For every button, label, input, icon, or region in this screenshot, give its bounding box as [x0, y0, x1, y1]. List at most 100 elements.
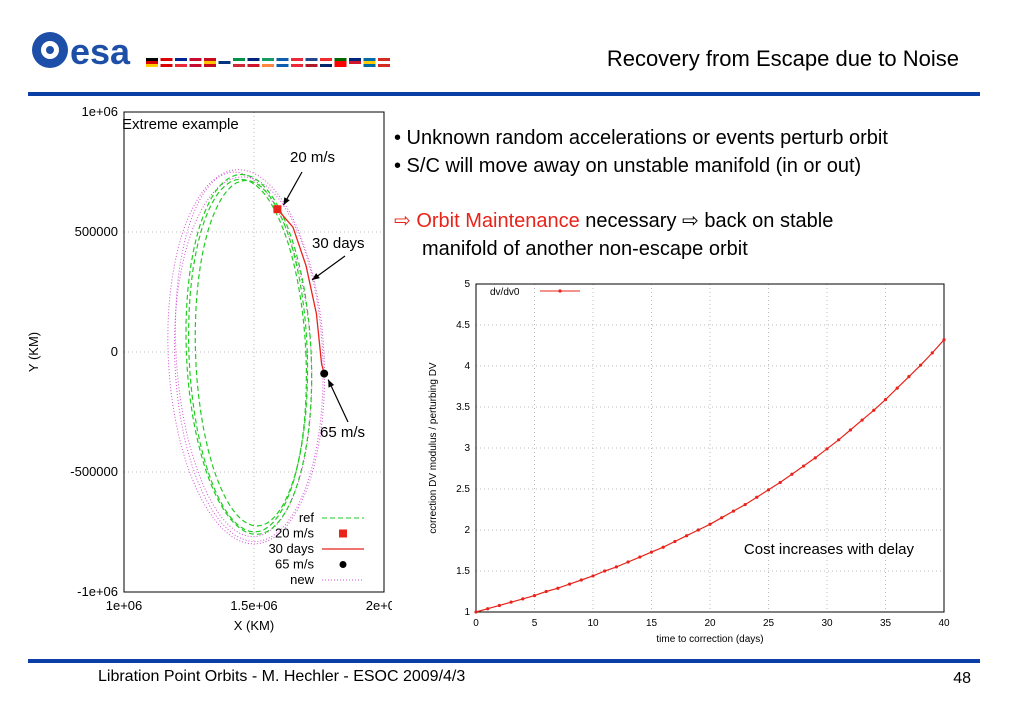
- arrowhead-icon: [283, 197, 290, 206]
- flag-icon: [320, 58, 332, 61]
- chart-corner-label: Extreme example: [122, 116, 239, 133]
- data-point: [919, 363, 923, 367]
- data-point: [813, 456, 817, 460]
- data-point: [591, 574, 595, 578]
- x-tick-label: 10: [587, 618, 599, 629]
- flag-icon: [349, 58, 361, 61]
- annotation-label: 65 m/s: [320, 424, 365, 441]
- data-point: [661, 545, 665, 549]
- data-point: [638, 555, 642, 559]
- series-30-days-line: [276, 208, 325, 374]
- data-point: [942, 338, 946, 342]
- x-axis-label: X (KM): [234, 618, 274, 633]
- data-point: [883, 398, 888, 402]
- x-tick-label: 35: [880, 618, 892, 629]
- data-point: [895, 386, 899, 390]
- x-tick-label: 1.5e+06: [230, 598, 277, 613]
- footer-citation: Libration Point Orbits - M. Hechler - ES…: [98, 668, 466, 685]
- legend-label: new: [290, 572, 314, 587]
- x-tick-label: 20: [704, 618, 716, 629]
- data-point: [579, 578, 583, 582]
- data-point: [766, 488, 771, 492]
- data-point: [626, 560, 630, 564]
- flag-icon: [291, 58, 303, 61]
- x-tick-label: 0: [473, 618, 479, 629]
- legend-swatch: [339, 561, 347, 568]
- data-point: [544, 589, 548, 594]
- data-point: [790, 472, 794, 476]
- series-ref-line: [194, 179, 309, 527]
- data-point: [486, 607, 490, 611]
- data-point: [860, 418, 864, 422]
- data-point: [731, 509, 735, 513]
- data-point: [872, 408, 876, 412]
- data-point: [614, 565, 618, 569]
- legend-label: 30 days: [268, 541, 314, 556]
- cost-chart: 0 5 10 15 20 25 30 35 40 1 1.5 2 2.5 3 3.5 4 4.5 5 time to…: [428, 279, 950, 645]
- legend-label: 65 m/s: [275, 557, 315, 572]
- y-tick-label: 2.5: [456, 484, 470, 495]
- data-point: [778, 480, 782, 485]
- arrowhead-icon: [328, 379, 335, 388]
- series-65-ms-marker: [320, 369, 329, 378]
- page-number: 48: [953, 670, 971, 687]
- x-tick-label: 40: [938, 618, 950, 629]
- series-ref-line: [185, 173, 313, 536]
- flag-icon: [262, 58, 274, 61]
- maintenance-text-1: necessary: [579, 210, 683, 232]
- x-tick-label: 15: [646, 618, 658, 629]
- y-tick-label: 1.5: [456, 566, 470, 577]
- bottom-rule: [28, 659, 980, 663]
- series-new-line: [167, 169, 326, 545]
- y-tick-label: 3.5: [456, 402, 470, 413]
- data-point: [755, 495, 759, 499]
- x-tick-label: 30: [821, 618, 833, 629]
- maintenance-note: ⇨ Orbit Maintenance necessary ⇨ back on …: [394, 207, 994, 263]
- flag-icon: [233, 58, 245, 61]
- data-point: [649, 550, 654, 554]
- y-tick-label: 5: [464, 279, 470, 290]
- data-point: [907, 375, 911, 379]
- data-point: [708, 522, 712, 526]
- data-point: [825, 447, 829, 451]
- bullet-2: • S/C will move away on unstable manifol…: [394, 155, 862, 177]
- x-axis-label: time to correction (days): [656, 634, 763, 645]
- y-tick-label: 4.5: [456, 320, 470, 331]
- y-tick-label: 3: [464, 443, 470, 454]
- flag-icon: [305, 58, 318, 61]
- y-axis-label: correction DV modulus / perturbing DV: [428, 362, 439, 534]
- data-point: [685, 534, 689, 538]
- flag-icon: [218, 58, 231, 61]
- y-tick-label: -500000: [70, 464, 118, 479]
- series-20-ms-marker: [273, 205, 282, 214]
- data-point: [568, 582, 572, 586]
- y-tick-label: -1e+06: [77, 584, 118, 599]
- flag-icon: [204, 58, 216, 61]
- data-point: [743, 502, 747, 507]
- data-point: [603, 569, 607, 573]
- flag-icon: [146, 58, 158, 61]
- maintenance-lead: Orbit Maintenance: [416, 210, 580, 232]
- member-flags: [146, 58, 390, 67]
- data-point: [556, 586, 560, 590]
- legend-label: dv/dv0: [490, 287, 520, 298]
- flag-icon: [334, 58, 347, 61]
- data-point: [474, 610, 478, 614]
- data-point: [673, 539, 677, 544]
- data-point: [696, 528, 700, 532]
- flag-icon: [247, 58, 260, 61]
- data-point: [930, 351, 934, 355]
- y-axis-label: Y (KM): [26, 332, 41, 372]
- top-rule: [28, 92, 980, 96]
- x-tick-label: 5: [532, 618, 538, 629]
- flag-icon: [276, 58, 289, 61]
- flag-icon: [363, 58, 376, 61]
- chart-annotation: Cost increases with delay: [744, 541, 915, 558]
- flag-icon: [175, 58, 187, 61]
- y-tick-label: 500000: [75, 224, 118, 239]
- legend-label: 20 m/s: [275, 526, 315, 541]
- data-point: [532, 594, 537, 598]
- annotation-label: 20 m/s: [290, 149, 335, 166]
- data-point: [802, 464, 806, 468]
- y-tick-label: 2: [464, 525, 470, 536]
